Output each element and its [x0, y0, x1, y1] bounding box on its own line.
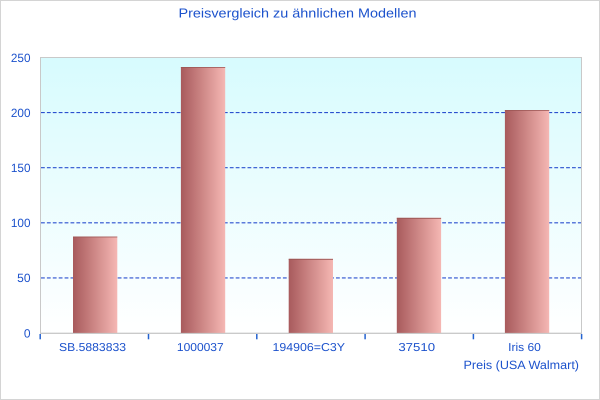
- svg-text:1000037: 1000037: [177, 342, 224, 354]
- svg-text:100: 100: [11, 216, 31, 230]
- svg-text:Preis (USA Walmart): Preis (USA Walmart): [464, 358, 580, 372]
- svg-text:200: 200: [11, 106, 31, 120]
- svg-text:Preisvergleich zu ähnlichen Mo: Preisvergleich zu ähnlichen Modellen: [179, 6, 417, 21]
- svg-text:50: 50: [17, 271, 31, 285]
- svg-text:194906=C3Y: 194906=C3Y: [273, 342, 346, 354]
- svg-text:250: 250: [11, 51, 31, 65]
- svg-text:37510: 37510: [398, 342, 435, 354]
- svg-text:150: 150: [11, 161, 31, 175]
- svg-text:Iris 60: Iris 60: [508, 342, 541, 354]
- svg-text:SB.5883833: SB.5883833: [59, 342, 126, 354]
- svg-text:0: 0: [24, 326, 31, 340]
